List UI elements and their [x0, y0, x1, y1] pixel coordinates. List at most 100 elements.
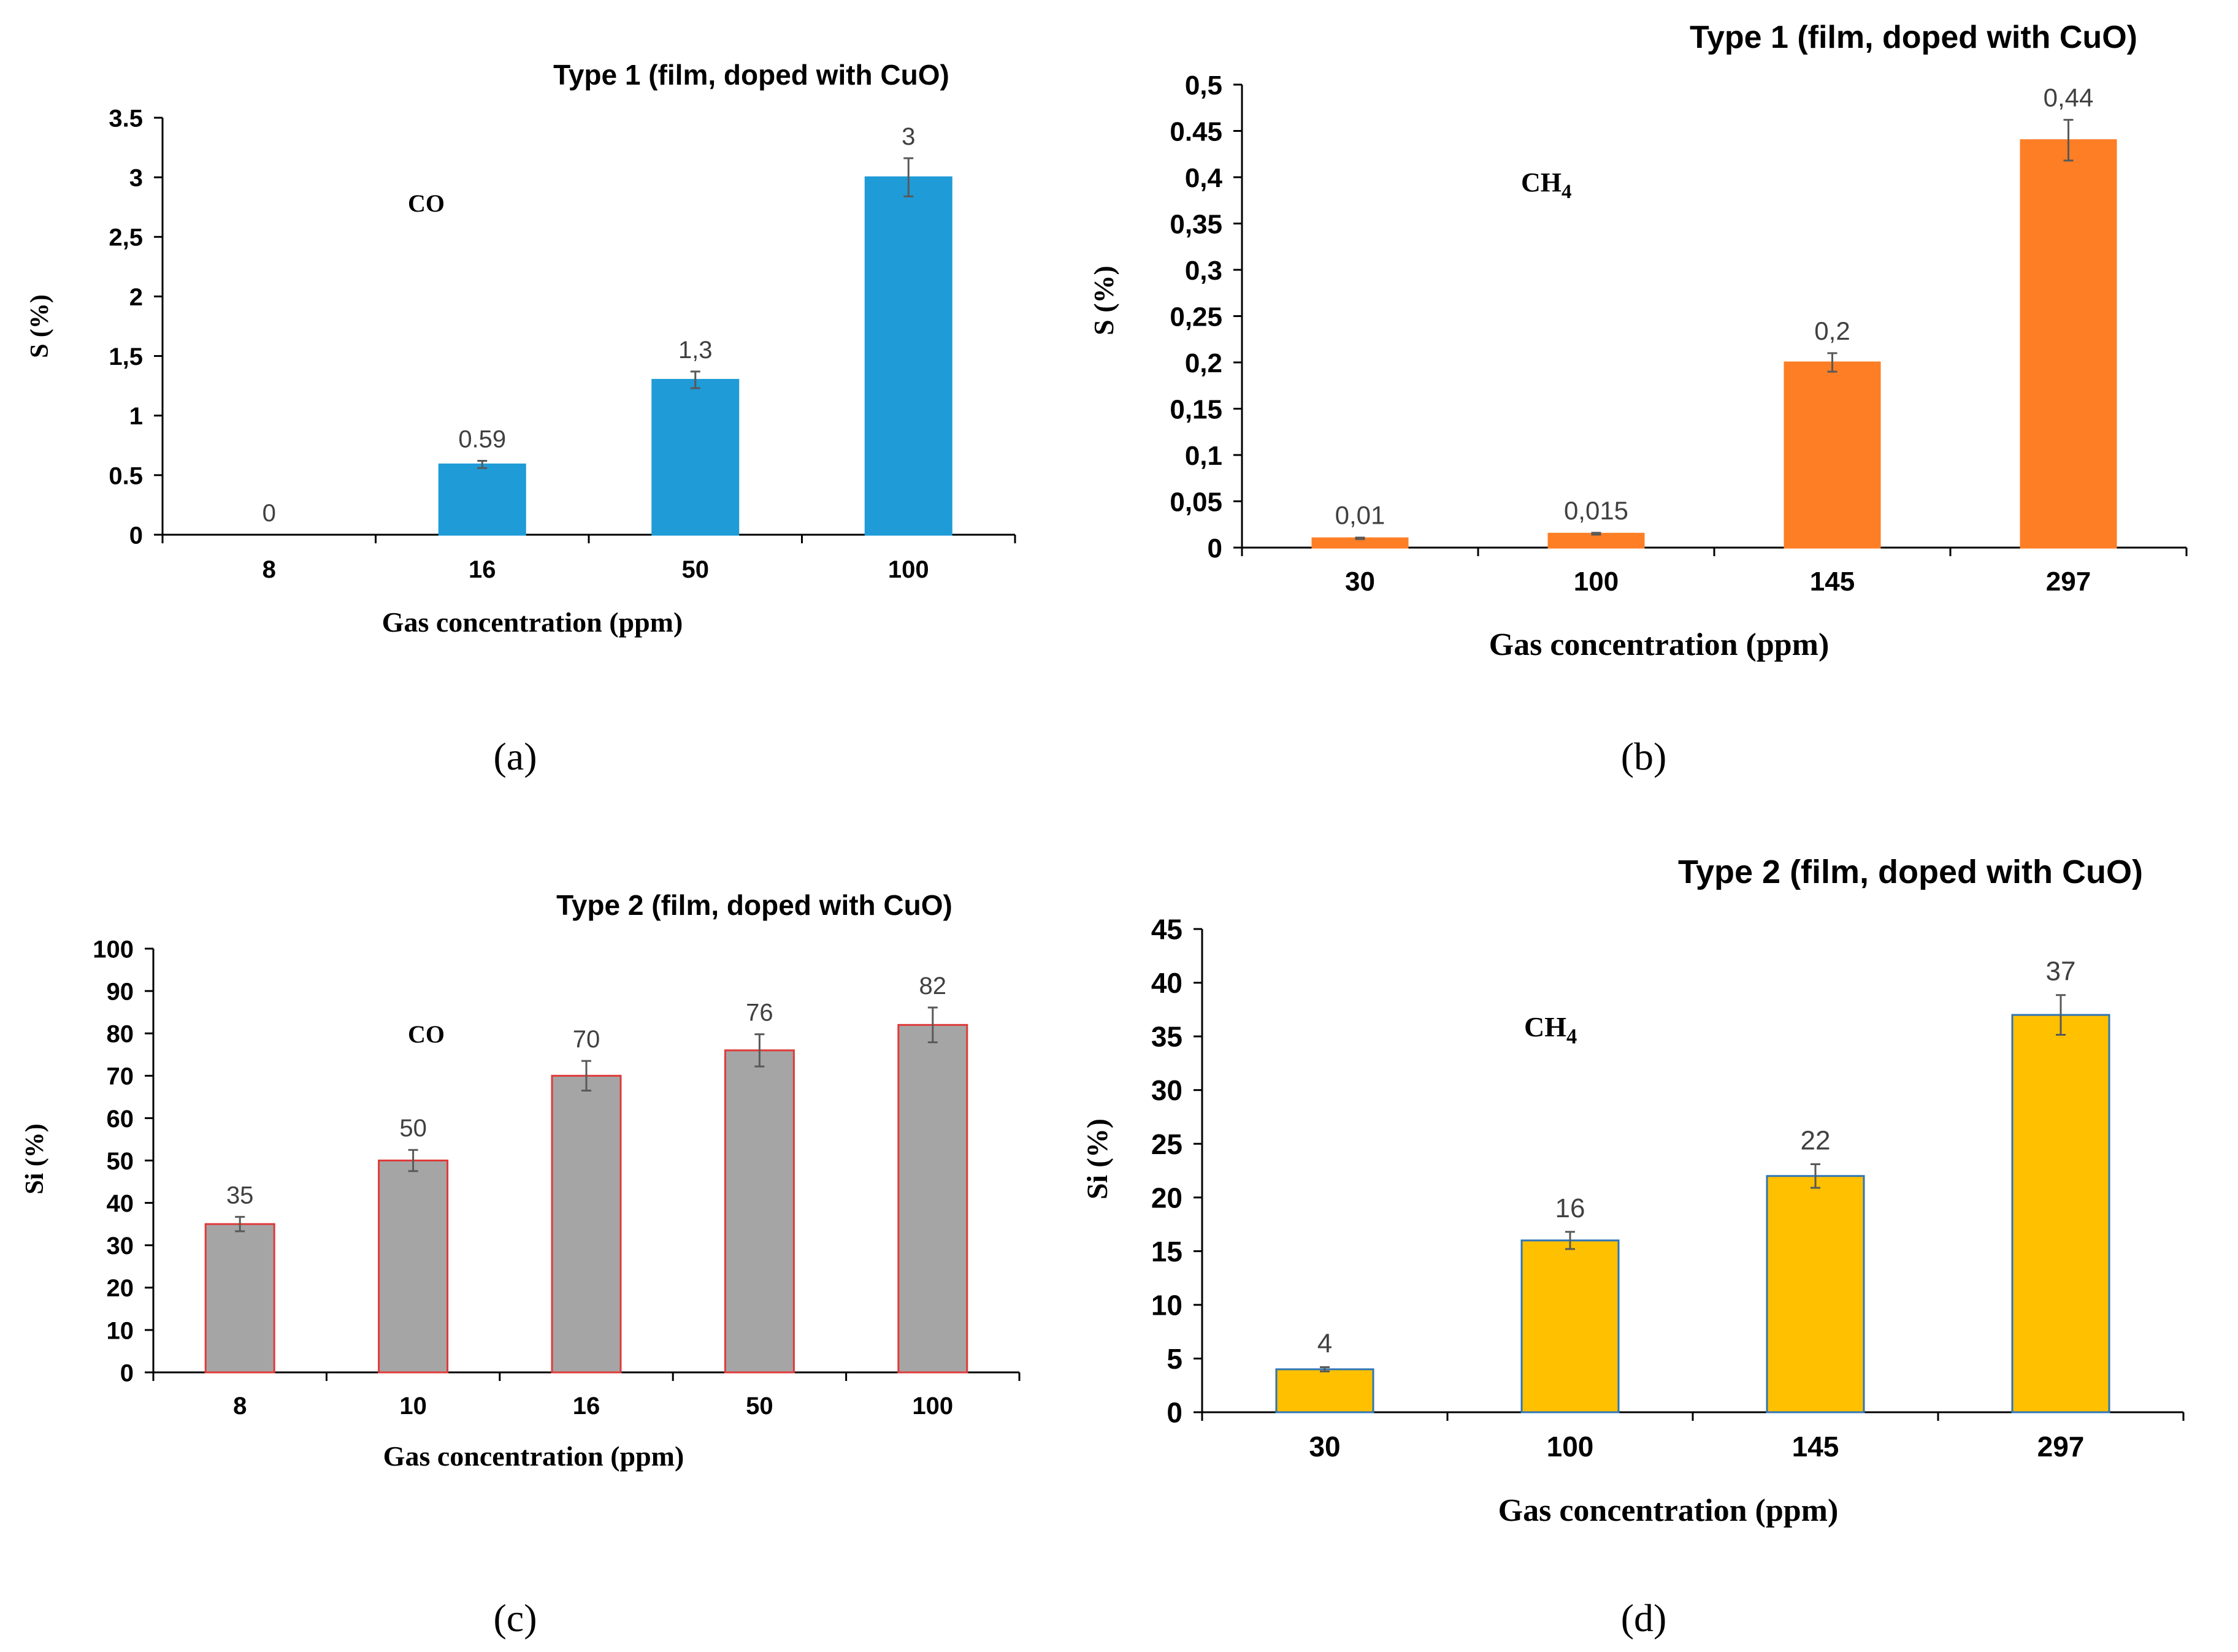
x-tick-label-50: 50 [682, 556, 710, 583]
y-tick-label: 5 [1167, 1343, 1182, 1375]
x-axis-title: Gas concentration (ppm) [1489, 627, 1830, 662]
bar-100 [1520, 1239, 1620, 1413]
bar-297 [2020, 139, 2117, 549]
x-tick-label-100: 100 [1574, 567, 1619, 597]
bar-8 [204, 1223, 275, 1374]
y-tick-label: 0,3 [1185, 256, 1222, 286]
y-tick-label: 0,5 [1185, 71, 1222, 101]
y-axis-title: Si (%) [21, 1123, 49, 1195]
chart-panel-a: Type 1 (film, doped with CuO) 0 0.5 1 1,5 2 2,… [26, 59, 1016, 778]
data-label-50: 1,3 [678, 337, 713, 364]
x-tick-label-16: 16 [573, 1393, 600, 1420]
data-label-297: 37 [2046, 957, 2076, 987]
y-tick-label: 0,05 [1170, 487, 1222, 517]
x-tick-label-30: 30 [1309, 1431, 1340, 1463]
y-tick-label: 15 [1151, 1236, 1182, 1268]
chart-title: Type 2 (film, doped with CuO) [1678, 854, 2143, 890]
error-bar-8 [235, 1215, 245, 1233]
bar-30 [1275, 1368, 1374, 1413]
x-tick-label-8: 8 [263, 556, 276, 583]
data-label-145: 22 [1801, 1125, 1831, 1155]
y-tick-label: 0,2 [1185, 348, 1222, 378]
data-label-100: 16 [1555, 1193, 1585, 1223]
chart-title: Type 1 (film, doped with CuO) [1690, 20, 2137, 55]
x-tick-label-297: 297 [2037, 1431, 2085, 1463]
y-tick-label: 50 [107, 1148, 134, 1175]
bar-145 [1766, 1175, 1865, 1413]
y-tick-label: 30 [107, 1233, 134, 1260]
data-label-297: 0,44 [2044, 83, 2094, 112]
panel-caption: (d) [1621, 1596, 1667, 1640]
y-tick-label: 70 [107, 1063, 134, 1090]
data-label-30: 4 [1317, 1328, 1332, 1358]
x-axis-title: Gas concentration (ppm) [383, 1440, 684, 1472]
x-tick-label-145: 145 [1810, 567, 1855, 597]
y-tick-label: 10 [1151, 1289, 1182, 1321]
data-label-50: 76 [746, 1000, 773, 1027]
y-tick-label: 1 [129, 403, 143, 430]
y-axis-title: Si (%) [1081, 1119, 1114, 1199]
bar-145 [1784, 361, 1881, 549]
y-tick-label: 0,25 [1170, 302, 1222, 332]
y-tick-label: 2 [129, 284, 143, 311]
y-tick-label: 0 [1208, 533, 1222, 564]
bar-297 [2011, 1014, 2110, 1413]
data-label-8: 35 [226, 1182, 254, 1209]
y-tick-label: 90 [107, 979, 134, 1006]
y-tick-label: 3 [129, 165, 143, 192]
x-tick-label-100: 100 [912, 1393, 953, 1420]
y-tick-label: 45 [1151, 914, 1182, 946]
y-tick-label: 40 [107, 1190, 134, 1217]
error-bar-10 [408, 1149, 418, 1172]
y-tick-label: 30 [1151, 1074, 1182, 1106]
error-bar-16 [581, 1060, 591, 1092]
x-tick-label-145: 145 [1792, 1431, 1839, 1463]
error-bar-100 [903, 157, 914, 197]
y-axis-title: S (%) [1088, 266, 1119, 335]
y-tick-label: 40 [1151, 967, 1182, 999]
gas-annotation: CH4 [1521, 167, 1572, 203]
y-tick-label: 0,4 [1185, 163, 1223, 193]
x-tick-label-100: 100 [1547, 1431, 1594, 1463]
error-bar-16 [477, 460, 488, 469]
error-bar-100 [1565, 1231, 1575, 1250]
data-label-30: 0,01 [1335, 501, 1385, 530]
bar-100 [864, 176, 952, 536]
y-tick-label: 0 [129, 522, 143, 549]
chart-title: Type 2 (film, doped with CuO) [556, 889, 952, 921]
error-bar-297 [2063, 118, 2074, 162]
data-label-145: 0,2 [1814, 316, 1850, 345]
data-label-10: 50 [399, 1115, 427, 1142]
chart-title: Type 1 (film, doped with CuO) [553, 59, 949, 91]
y-tick-label: 10 [107, 1317, 134, 1344]
y-tick-label: 0,35 [1170, 209, 1222, 239]
x-tick-label-50: 50 [746, 1393, 773, 1420]
chart-panel-d: Type 2 (film, doped with CuO) 0 5 10 15 20 25 3… [1081, 854, 2185, 1640]
bar-100 [1547, 532, 1645, 549]
error-bar-145 [1827, 352, 1838, 373]
y-tick-label: 1,5 [109, 343, 143, 370]
gas-annotation: CH4 [1524, 1011, 1577, 1049]
error-bar-30 [1355, 537, 1365, 540]
y-tick-label: 60 [107, 1106, 134, 1133]
gas-annotation: CO [408, 1020, 445, 1048]
error-bar-30 [1320, 1366, 1330, 1372]
bar-16 [551, 1074, 622, 1374]
y-tick-label: 35 [1151, 1021, 1182, 1053]
data-label-100: 0,015 [1564, 496, 1628, 525]
x-tick-label-100: 100 [888, 556, 929, 583]
error-bar-100 [927, 1006, 938, 1044]
bar-16 [438, 463, 526, 536]
x-tick-label-10: 10 [399, 1393, 427, 1420]
x-tick-label-297: 297 [2046, 567, 2091, 597]
bar-100 [897, 1023, 968, 1374]
data-label-100: 3 [902, 123, 915, 150]
bar-50 [724, 1049, 795, 1374]
panel-caption: (c) [493, 1596, 537, 1640]
error-bar-297 [2056, 994, 2066, 1036]
data-label-16: 70 [573, 1026, 600, 1053]
y-tick-label: 0.5 [109, 462, 143, 489]
x-tick-label-16: 16 [469, 556, 496, 583]
bar-10 [378, 1160, 449, 1374]
